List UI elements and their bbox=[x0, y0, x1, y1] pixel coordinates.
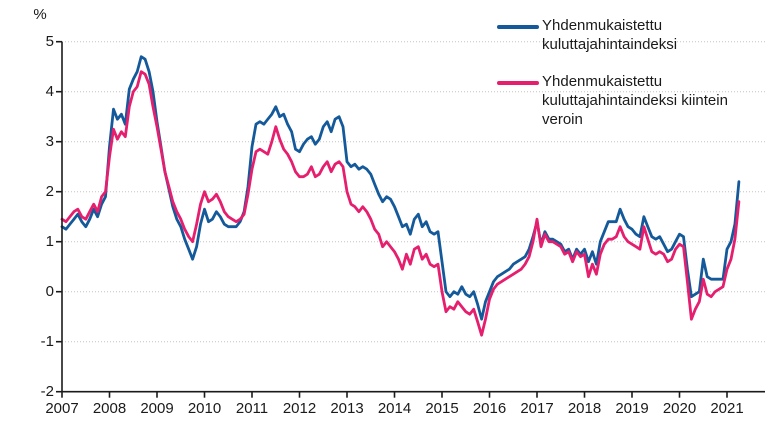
y-tick-label: 4 bbox=[45, 83, 54, 101]
x-tick-label: 2015 bbox=[425, 399, 459, 417]
series-line-hicp bbox=[60, 55, 741, 321]
y-axis-unit-label: % bbox=[33, 6, 47, 23]
x-tick-label: 2008 bbox=[92, 399, 127, 417]
y-tick-label: 2 bbox=[45, 183, 54, 201]
x-tick-label: 2009 bbox=[140, 399, 174, 417]
legend-line-swatch-blue bbox=[497, 25, 539, 29]
legend-label-hicp-constant-taxes: Yhdenmukaistettu kuluttajahintaindeksi k… bbox=[542, 73, 728, 128]
x-tick-label: 2014 bbox=[377, 399, 412, 417]
y-tick-label: 3 bbox=[45, 133, 54, 151]
x-tick-label: 2013 bbox=[330, 399, 364, 417]
y-tick-label: 5 bbox=[45, 33, 54, 51]
x-tick-label: 2020 bbox=[662, 399, 697, 417]
x-tick-label: 2010 bbox=[187, 399, 222, 417]
x-tick-label: 2011 bbox=[235, 399, 269, 417]
x-tick-label: 2012 bbox=[282, 399, 317, 417]
x-tick-label: 2007 bbox=[45, 399, 79, 417]
x-tick-label: 2018 bbox=[567, 399, 602, 417]
y-tick-label: 0 bbox=[45, 283, 54, 301]
x-tick-label: 2016 bbox=[472, 399, 507, 417]
x-tick-label: 2021 bbox=[710, 399, 744, 417]
legend-line-swatch-pink bbox=[497, 81, 539, 85]
series-line-hicp-constant-taxes bbox=[60, 70, 741, 337]
y-tick-label: 1 bbox=[45, 233, 54, 251]
legend-label-hicp: Yhdenmukaistettu kuluttajahintaindeksi bbox=[542, 17, 678, 53]
x-tick-label: 2019 bbox=[615, 399, 649, 417]
y-tick-label: -1 bbox=[40, 333, 54, 351]
x-tick-label: 2017 bbox=[520, 399, 554, 417]
y-tick-label: -2 bbox=[40, 383, 54, 401]
